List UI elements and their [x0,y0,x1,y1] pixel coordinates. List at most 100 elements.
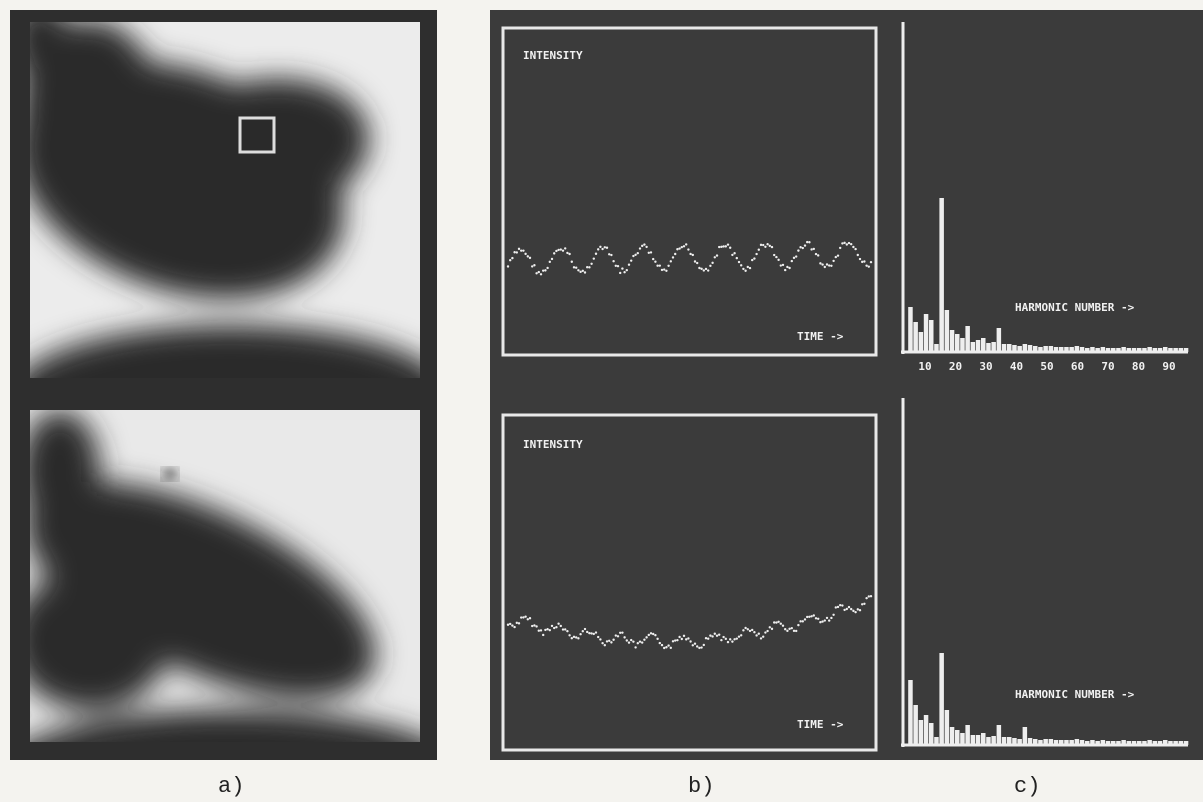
dot [780,264,782,266]
dot [848,242,850,244]
dot [797,249,799,251]
spectrum-bar [971,342,976,352]
dot [507,624,509,626]
dot [738,261,740,263]
dot [725,245,727,247]
spectrum-bar [1142,741,1147,745]
spectrum-bar [1033,346,1038,352]
dot [786,630,788,632]
dot [511,257,513,259]
spectrum-bar [1121,347,1126,352]
dot [865,264,867,266]
dot [821,263,823,265]
dot [843,609,845,611]
dot [678,247,680,249]
dot [861,603,863,605]
panel-bc-frame [490,10,1203,760]
spectrum-bar [991,342,996,352]
spectrum-bar [1028,345,1033,352]
dot [749,267,751,269]
panel-label: b) [688,774,714,799]
tick-label: 20 [949,360,962,373]
dot [692,254,694,256]
dot [773,254,775,256]
spectrum-bar [1111,741,1116,745]
dot [648,252,650,254]
dot [700,646,702,648]
dot [771,246,773,248]
spectrum-bar [934,344,939,352]
spectrum-bar [939,653,944,745]
dot [689,640,691,642]
dot [639,640,641,642]
spectrum-bar [1137,741,1142,745]
dot [870,261,872,263]
spectrum-bar [1090,347,1095,352]
spectrum-bar [1023,344,1028,352]
spectrum-bar [1121,740,1126,745]
dot [540,629,542,631]
spectrum-bar [997,725,1002,745]
spectrum-bar [1116,348,1121,352]
dot [687,248,689,250]
dot [863,603,865,605]
dot [538,271,540,273]
dot [549,261,551,263]
dot [852,246,854,248]
spectrum-bar [1168,741,1173,745]
dot [610,641,612,643]
dot [524,253,526,255]
dot [841,242,843,244]
dot [755,253,757,255]
dot [857,608,859,610]
dot [813,614,815,616]
dot [830,617,832,619]
dot [791,260,793,262]
dot [868,595,870,597]
spectrum-bar [913,322,918,352]
dot [544,629,546,631]
dot [729,638,731,640]
spectrum-bar [908,680,913,745]
dot [608,640,610,642]
spectrum-bar [1064,347,1069,352]
dot [804,244,806,246]
dot [619,272,621,274]
dot [667,644,669,646]
x-label: TIME -> [797,718,844,731]
dot [667,265,669,267]
dot [681,246,683,248]
dot [766,243,768,245]
dot [837,254,839,256]
spectrum-bar [1163,347,1168,352]
dot [637,252,639,254]
spectrum-bar [1023,727,1028,745]
dot [769,245,771,247]
dot [760,637,762,639]
dot [641,245,643,247]
spectrum-bar [1049,739,1054,745]
dot [788,267,790,269]
tick-label: 50 [1040,360,1053,373]
figure: INTENSITY TIME -> INTENSITY TIME -> HARM… [0,0,1203,802]
dot [562,628,564,630]
dot [777,621,779,623]
spectrum-bar [950,330,955,352]
dot [839,604,841,606]
dot [551,625,553,627]
spectrum-bar [1179,741,1184,745]
dot [815,253,817,255]
dot [696,262,698,264]
dot [628,263,630,265]
dot [555,250,557,252]
dot [832,614,834,616]
dot [762,244,764,246]
dot [652,633,654,635]
dot [507,265,509,267]
dot [632,255,634,257]
dot [632,640,634,642]
dot [694,260,696,262]
spectrum-bar [1147,347,1152,352]
dot [777,259,779,261]
